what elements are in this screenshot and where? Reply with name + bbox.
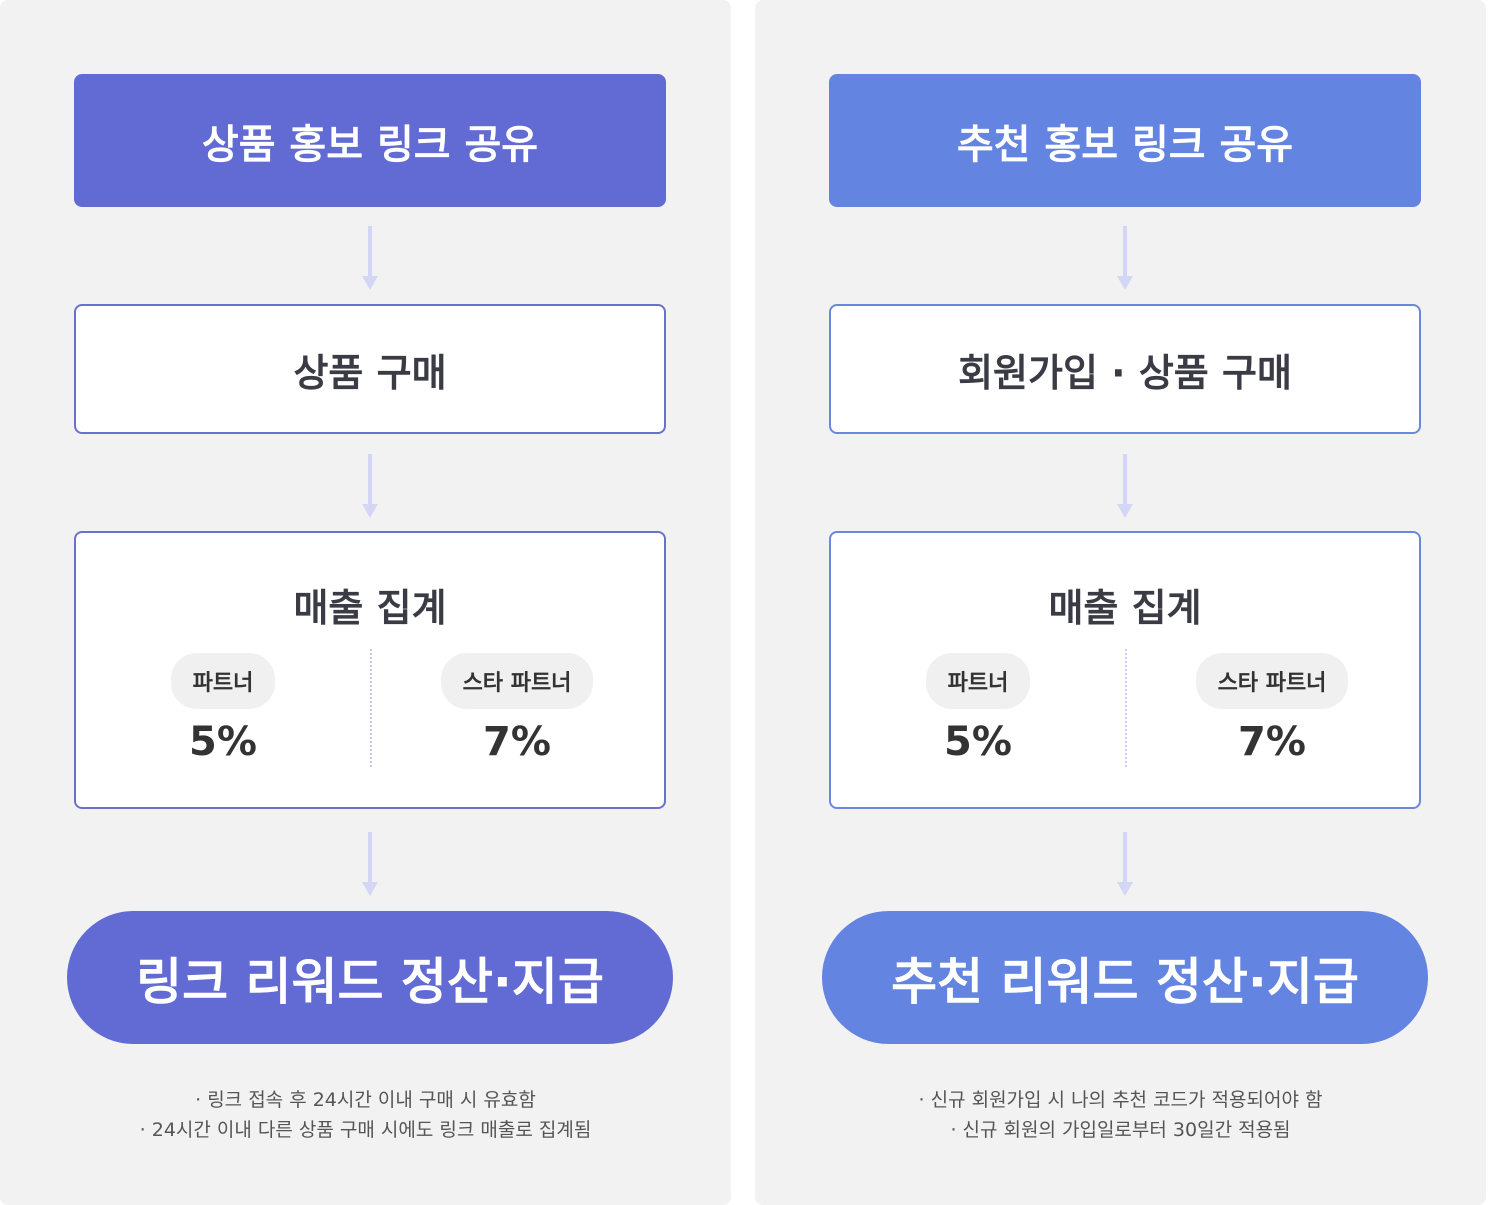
tier-partner: 파트너 5% — [831, 653, 1125, 765]
tier-badge: 스타 파트너 — [1195, 653, 1349, 709]
tier-star-partner: 스타 파트너 7% — [1125, 653, 1419, 765]
tier-badge: 파트너 — [170, 653, 276, 709]
tier-rate: 5% — [944, 719, 1012, 765]
note: · 신규 회원의 가입일로부터 30일간 적용됨 — [950, 1119, 1291, 1141]
arrow-down-icon — [1117, 226, 1133, 290]
reward-payout-pill: 링크 리워드 정산·지급 — [67, 911, 673, 1044]
tier-partner: 파트너 5% — [76, 653, 370, 765]
purchase-box: 상품 구매 — [74, 304, 666, 434]
sales-aggregation-box: 매출 집계 파트너 5% 스타 파트너 7% — [829, 531, 1421, 809]
divider — [370, 649, 372, 767]
referral-reward-panel: 추천 홍보 링크 공유 회원가입 · 상품 구매 매출 집계 파트너 5% 스타 … — [755, 0, 1486, 1205]
tier-badge: 스타 파트너 — [440, 653, 594, 709]
tier-rate: 5% — [189, 719, 257, 765]
tier-star-partner: 스타 파트너 7% — [370, 653, 664, 765]
arrow-down-icon — [362, 832, 378, 896]
tier-badge: 파트너 — [925, 653, 1031, 709]
note: · 24시간 이내 다른 상품 구매 시에도 링크 매출로 집계됨 — [139, 1119, 592, 1141]
arrow-down-icon — [1117, 454, 1133, 518]
arrow-down-icon — [362, 454, 378, 518]
note: · 링크 접속 후 24시간 이내 구매 시 유효함 — [195, 1089, 536, 1111]
note: · 신규 회원가입 시 나의 추천 코드가 적용되어야 함 — [918, 1089, 1323, 1111]
notes: · 링크 접속 후 24시간 이내 구매 시 유효함 · 24시간 이내 다른 상… — [0, 1085, 731, 1145]
tier-rate: 7% — [1238, 719, 1306, 765]
signup-purchase-box: 회원가입 · 상품 구매 — [829, 304, 1421, 434]
arrow-down-icon — [362, 226, 378, 290]
share-link-box: 추천 홍보 링크 공유 — [829, 74, 1421, 207]
arrow-down-icon — [1117, 832, 1133, 896]
aggregation-title: 매출 집계 — [1048, 586, 1202, 630]
tier-rate: 7% — [483, 719, 551, 765]
share-link-box: 상품 홍보 링크 공유 — [74, 74, 666, 207]
notes: · 신규 회원가입 시 나의 추천 코드가 적용되어야 함 · 신규 회원의 가입… — [755, 1085, 1486, 1145]
sales-aggregation-box: 매출 집계 파트너 5% 스타 파트너 7% — [74, 531, 666, 809]
reward-payout-pill: 추천 리워드 정산·지급 — [822, 911, 1428, 1044]
divider — [1125, 649, 1127, 767]
link-reward-panel: 상품 홍보 링크 공유 상품 구매 매출 집계 파트너 5% 스타 파트너 7% 링… — [0, 0, 731, 1205]
aggregation-title: 매출 집계 — [293, 586, 447, 630]
